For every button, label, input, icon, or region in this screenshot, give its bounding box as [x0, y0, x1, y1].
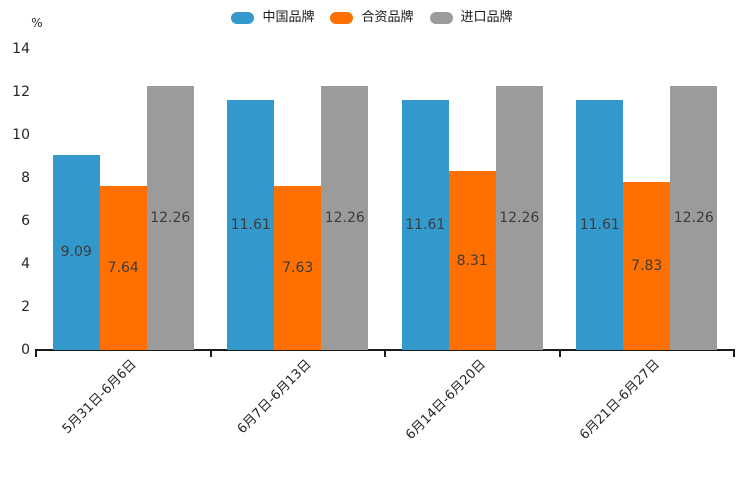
bar-value-label: 7.63	[282, 259, 314, 276]
bar-value-label: 12.26	[673, 210, 714, 227]
bar-value-label: 8.31	[456, 252, 488, 269]
legend-item-label: 进口品牌	[460, 10, 513, 25]
x-tick-label: 6月21日-6月27日	[577, 357, 664, 443]
x-tick-label: 6月7日-6月13日	[234, 357, 315, 437]
legend-item-2[interactable]: 进口品牌	[429, 10, 513, 25]
legend-marker-icon	[330, 12, 354, 24]
x-axis-tick	[733, 349, 735, 357]
bar-value-label: 11.61	[230, 217, 271, 234]
y-tick-label: 14	[12, 41, 30, 57]
legend-item-1[interactable]: 合资品牌	[330, 10, 414, 25]
x-axis-tick	[384, 349, 386, 357]
x-axis-tick	[35, 349, 37, 357]
bar-中国品牌-2	[401, 100, 449, 350]
bar-value-label: 7.83	[631, 257, 663, 274]
y-tick-label: 12	[12, 84, 30, 100]
bar-合资品牌-1	[274, 185, 322, 350]
x-axis-tick	[209, 349, 212, 357]
legend: 中国品牌 合资品牌 进口品牌	[0, 8, 744, 28]
bar-进口品牌-1	[321, 86, 369, 350]
bar-合资品牌-3	[623, 181, 671, 350]
bar-合资品牌-0	[99, 185, 147, 350]
bar-中国品牌-0	[52, 154, 100, 350]
x-axis-tick	[558, 349, 561, 357]
bar-value-label: 11.61	[405, 217, 446, 234]
bar-进口品牌-3	[670, 86, 718, 350]
bar-value-label: 9.09	[60, 244, 92, 261]
bar-合资品牌-2	[448, 171, 496, 350]
bar-value-label: 7.64	[107, 259, 139, 276]
y-tick-label: 8	[21, 170, 30, 186]
bar-value-label: 12.26	[499, 210, 540, 227]
bar-value-label: 12.26	[150, 210, 191, 227]
bar-value-label: 12.26	[324, 210, 365, 227]
y-tick-label: 0	[21, 342, 30, 358]
legend-marker-icon	[231, 12, 255, 24]
bar-中国品牌-3	[576, 100, 624, 350]
legend-item-0[interactable]: 中国品牌	[231, 11, 314, 25]
legend-item-label: 合资品牌	[361, 10, 414, 25]
bar-进口品牌-0	[146, 86, 194, 350]
y-tick-label: 6	[21, 213, 30, 229]
legend-marker-icon	[429, 12, 453, 24]
legend-item-label: 中国品牌	[262, 10, 315, 25]
bar-value-label: 11.61	[579, 217, 620, 234]
bar-进口品牌-2	[495, 86, 543, 350]
y-tick-label: 4	[21, 256, 30, 272]
x-tick-label: 5月31日-6月6日	[59, 357, 140, 437]
bar-中国品牌-1	[227, 100, 275, 350]
y-tick-label: 2	[21, 299, 30, 315]
x-tick-label: 6月14日-6月20日	[403, 357, 489, 443]
y-axis-unit-label: %	[31, 16, 43, 30]
y-tick-label: 10	[12, 127, 30, 143]
